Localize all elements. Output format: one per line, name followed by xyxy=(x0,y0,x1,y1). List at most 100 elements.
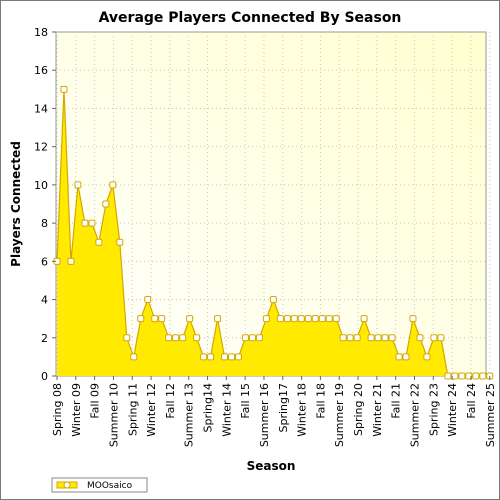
data-point xyxy=(248,334,256,342)
data-point xyxy=(95,238,103,246)
y-tick-label: 12 xyxy=(34,141,48,154)
data-point xyxy=(88,219,96,227)
y-tick-label: 4 xyxy=(41,294,48,307)
x-tick-label: Spring17 xyxy=(277,383,290,433)
data-point xyxy=(472,372,480,380)
data-point xyxy=(353,334,361,342)
data-point xyxy=(158,315,166,323)
data-point xyxy=(200,353,208,361)
x-tick-label: Fall 18 xyxy=(314,383,327,419)
x-tick-label: Fall 12 xyxy=(164,383,177,419)
x-tick-label: Summer 16 xyxy=(258,383,271,447)
data-point xyxy=(221,353,229,361)
legend-marker xyxy=(63,481,71,489)
x-tick-label: Summer 19 xyxy=(333,383,346,447)
x-tick-label: Summer 13 xyxy=(183,383,196,447)
data-point xyxy=(304,315,312,323)
data-point xyxy=(451,372,459,380)
data-point xyxy=(214,315,222,323)
data-point xyxy=(388,334,396,342)
data-point xyxy=(374,334,382,342)
data-point xyxy=(144,296,152,304)
x-tick-label: Summer 10 xyxy=(107,383,120,447)
x-tick-label: Fall 24 xyxy=(465,383,478,419)
data-point xyxy=(172,334,180,342)
y-axis-title: Players Connected xyxy=(9,141,23,267)
data-point xyxy=(479,372,487,380)
x-tick-label: Spring 23 xyxy=(427,383,440,436)
data-point xyxy=(325,315,333,323)
x-tick-label: Spring 11 xyxy=(126,383,139,436)
data-point xyxy=(116,238,124,246)
data-point xyxy=(367,334,375,342)
data-point xyxy=(402,353,410,361)
y-tick-label: 6 xyxy=(41,255,48,268)
x-tick-label: Spring14 xyxy=(202,383,215,433)
x-tick-label: Fall 15 xyxy=(239,383,252,419)
data-point xyxy=(123,334,131,342)
data-point xyxy=(228,353,235,361)
data-point xyxy=(109,181,117,189)
x-tick-label: Summer 22 xyxy=(409,383,422,447)
x-tick-label: Winter 18 xyxy=(296,383,309,437)
data-point xyxy=(269,296,277,304)
data-point xyxy=(339,334,347,342)
data-point xyxy=(207,353,215,361)
data-point xyxy=(311,315,319,323)
y-tick-label: 14 xyxy=(34,102,48,115)
y-tick-label: 2 xyxy=(41,332,48,345)
legend-label: MOOsaico xyxy=(87,481,133,491)
data-point xyxy=(290,315,298,323)
x-tick-label: Winter 21 xyxy=(371,383,384,437)
y-axis: 0 2 4 6 8 10 12 14 16 18 xyxy=(34,26,56,383)
data-point xyxy=(346,334,354,342)
x-tick-label: Spring 08 xyxy=(51,383,64,436)
x-tick-label: Winter 14 xyxy=(220,383,233,437)
data-point xyxy=(465,372,473,380)
data-point xyxy=(332,315,340,323)
data-point xyxy=(262,315,270,323)
x-tick-label: Winter 12 xyxy=(145,383,158,437)
data-point xyxy=(81,219,89,227)
data-point xyxy=(283,315,291,323)
data-point xyxy=(74,181,82,189)
x-tick-label: Fall 21 xyxy=(390,383,403,419)
y-tick-label: 10 xyxy=(34,179,48,192)
data-point xyxy=(297,315,305,323)
data-point xyxy=(430,334,438,342)
data-point xyxy=(102,200,110,208)
data-point xyxy=(423,353,431,361)
data-point xyxy=(395,353,403,361)
y-tick-label: 8 xyxy=(41,217,48,230)
data-point xyxy=(318,315,326,323)
data-point xyxy=(381,334,389,342)
data-point xyxy=(241,334,249,342)
x-tick-label: Summer 25 xyxy=(484,383,497,447)
data-point xyxy=(409,315,417,323)
data-point xyxy=(130,353,138,361)
x-axis-title: Season xyxy=(247,459,296,473)
data-point xyxy=(151,315,159,323)
data-point xyxy=(444,372,452,380)
data-point xyxy=(186,315,194,323)
data-point xyxy=(416,334,424,342)
data-point xyxy=(276,315,284,323)
data-point xyxy=(234,353,242,361)
data-point xyxy=(458,372,466,380)
data-point xyxy=(255,334,263,342)
x-tick-label: Spring 20 xyxy=(352,383,365,436)
legend: MOOsaico xyxy=(51,477,148,493)
series-points xyxy=(53,85,494,380)
data-point xyxy=(165,334,173,342)
x-tick-label: Winter 24 xyxy=(446,383,459,437)
x-tick-label: Winter 09 xyxy=(70,383,83,437)
data-point xyxy=(437,334,445,342)
data-point xyxy=(137,315,145,323)
series-area-fill xyxy=(57,89,490,376)
chart-title: Average Players Connected By Season xyxy=(99,10,402,26)
x-axis: Spring 08 Winter 09 Fall 09 Summer 10 Spring… xyxy=(51,376,497,447)
data-point xyxy=(360,315,368,323)
data-point xyxy=(193,334,201,342)
y-tick-label: 16 xyxy=(34,64,48,77)
